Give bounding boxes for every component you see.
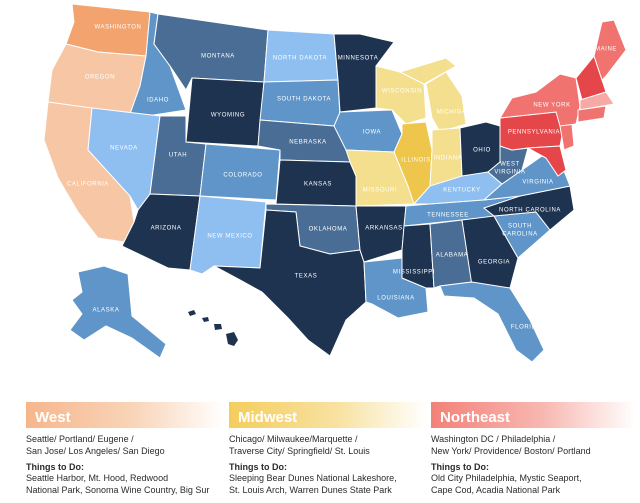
label-florida: FLORIDA	[511, 325, 541, 331]
state-connecticut-ri[interactable]	[577, 105, 607, 123]
label-new-mexico: NEW MEXICO	[207, 234, 252, 240]
state-alaska[interactable]	[69, 265, 167, 359]
state-michigan-up[interactable]	[398, 57, 457, 85]
cities-line: New York/ Providence/ Boston/ Portland	[431, 446, 591, 456]
label-michigan: MICHIGAN	[437, 110, 472, 116]
cities-line: Traverse City/ Springfield/ St. Louis	[229, 446, 370, 456]
label-missouri: MISSOURI	[363, 188, 397, 194]
label-montana: MONTANA	[201, 54, 235, 60]
label-arkansas: ARKANSAS	[365, 226, 402, 232]
label-wisconsin: WISCONSIN	[382, 89, 422, 95]
todo-line: Sleeping Bear Dunes National Lakeshore,	[229, 473, 397, 483]
label-north-carolina: NORTH CAROLINA	[499, 208, 561, 214]
state-texas[interactable]	[213, 209, 367, 357]
state-maine[interactable]	[593, 19, 627, 81]
label-iowa: IOWA	[363, 130, 381, 136]
cities-line: Washington DC / Philadelphia /	[431, 434, 556, 444]
todo-line: National Park, Sonoma Wine Country, Big …	[26, 485, 210, 495]
state-south-dakota[interactable]	[259, 79, 341, 127]
things-to-do-heading: Things to Do:	[431, 462, 489, 472]
label-new-york: NEW YORK	[533, 103, 570, 109]
label-west-virginia-2: VIRGINIA	[494, 170, 525, 176]
state-maryland-delaware[interactable]	[526, 145, 567, 177]
state-arizona[interactable]	[121, 193, 201, 271]
label-kentucky: KENTUCKY	[443, 188, 480, 194]
things-to-do-list: Sleeping Bear Dunes National Lakeshore, …	[229, 472, 427, 496]
label-washington: WASHINGTON	[94, 25, 141, 31]
region-northeast-title: Northeast	[431, 402, 636, 428]
label-georgia: GEORGIA	[478, 260, 510, 266]
label-nebraska: NEBRASKA	[289, 140, 326, 146]
region-midwest-title: Midwest	[229, 402, 427, 428]
label-kansas: KANSAS	[304, 182, 332, 188]
label-arizona: ARIZONA	[151, 226, 182, 232]
cities-line: San Jose/ Los Angeles/ San Diego	[26, 446, 165, 456]
label-nevada: NEVADA	[110, 146, 138, 152]
label-alaska: ALASKA	[93, 308, 120, 314]
label-maine: MAINE	[595, 47, 617, 53]
label-wyoming: WYOMING	[211, 113, 245, 119]
region-west: West Seattle/ Portland/ Eugene / San Jos…	[26, 402, 224, 503]
state-new-jersey[interactable]	[559, 123, 575, 151]
label-virginia: VIRGINIA	[522, 180, 553, 186]
state-arkansas[interactable]	[355, 205, 407, 263]
state-hawaii[interactable]	[188, 310, 238, 346]
label-west-virginia-1: WEST	[500, 162, 520, 168]
region-northeast: Northeast Washington DC / Philadelphia /…	[431, 402, 636, 503]
label-louisiana: LOUISIANA	[377, 296, 414, 302]
state-mississippi[interactable]	[401, 223, 435, 289]
state-new-york[interactable]	[499, 73, 581, 127]
label-south-dakota: SOUTH DAKOTA	[277, 97, 331, 103]
things-to-do-list: Old City Philadelphia, Mystic Seaport, C…	[431, 472, 636, 496]
region-midwest: Midwest Chicago/ Milwaukee/Marquette / T…	[229, 402, 427, 503]
cities-line: Chicago/ Milwaukee/Marquette /	[229, 434, 358, 444]
label-utah: UTAH	[169, 153, 187, 159]
region-midwest-cities: Chicago/ Milwaukee/Marquette / Traverse …	[229, 433, 427, 457]
label-minnesota: MINNESOTA	[338, 56, 379, 62]
todo-line: Cape Cod, Acadia National Park	[431, 485, 561, 495]
things-to-do-heading: Things to Do:	[229, 462, 287, 472]
things-to-do-list: Seattle Harbor, Mt. Hood, Redwood Nation…	[26, 472, 224, 496]
region-west-title: West	[26, 402, 224, 428]
cities-line: Seattle/ Portland/ Eugene /	[26, 434, 134, 444]
label-california: CALIFORNIA	[67, 182, 109, 188]
label-texas: TEXAS	[295, 274, 318, 280]
state-massachusetts[interactable]	[579, 91, 615, 111]
us-map: WASHINGTON OREGON CALIFORNIA IDAHO NEVAD…	[43, 3, 627, 363]
todo-line: Seattle Harbor, Mt. Hood, Redwood	[26, 473, 169, 483]
label-south-carolina-2: CAROLINA	[502, 232, 537, 238]
label-ohio: OHIO	[473, 148, 491, 154]
label-north-dakota: NORTH DAKOTA	[273, 56, 327, 62]
label-oklahoma: OKLAHOMA	[309, 227, 348, 233]
todo-line: Old City Philadelphia, Mystic Seaport,	[431, 473, 582, 483]
label-alabama: ALABAMA	[436, 253, 469, 259]
label-indiana: INDIANA	[434, 156, 463, 162]
region-west-cities: Seattle/ Portland/ Eugene / San Jose/ Lo…	[26, 433, 224, 457]
label-pennsylvania: PENNSYLVANIA	[508, 130, 560, 136]
label-south-carolina-1: SOUTH	[508, 224, 532, 230]
label-illinois: ILLINOIS	[401, 158, 430, 164]
label-oregon: OREGON	[85, 75, 115, 81]
todo-line: St. Louis Arch, Warren Dunes State Park	[229, 485, 392, 495]
state-florida[interactable]	[439, 281, 545, 363]
label-colorado: COLORADO	[223, 173, 262, 179]
state-michigan[interactable]	[425, 71, 467, 133]
label-idaho: IDAHO	[147, 98, 169, 104]
label-tennessee: TENNESSEE	[427, 213, 469, 219]
things-to-do-heading: Things to Do:	[26, 462, 84, 472]
label-mississippi: MISSISSIPPI	[393, 270, 435, 276]
region-northeast-cities: Washington DC / Philadelphia / New York/…	[431, 433, 636, 457]
